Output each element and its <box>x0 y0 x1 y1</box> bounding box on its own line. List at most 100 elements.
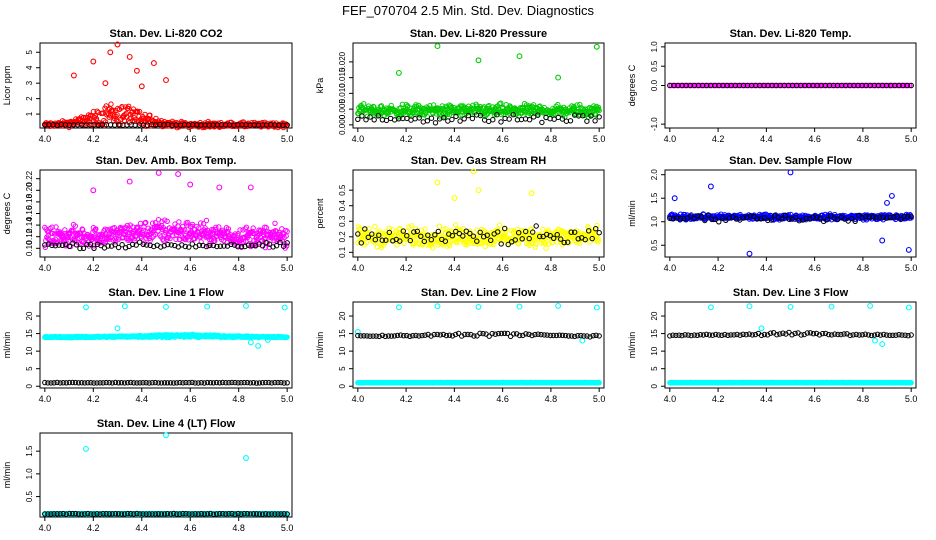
data-point <box>182 227 188 233</box>
data-point <box>853 82 859 89</box>
outlier-point <box>879 237 886 244</box>
x-tick-label: 5.0 <box>905 394 918 404</box>
x-tick-label: 5.0 <box>593 263 606 273</box>
data-point <box>791 82 798 89</box>
data-point <box>436 223 443 229</box>
data-point <box>430 102 437 108</box>
data-point <box>543 245 549 252</box>
y-tick-label: 5 <box>25 366 34 371</box>
y-axis-label: ml/min <box>627 332 637 359</box>
data-point <box>457 118 463 124</box>
plot-frame <box>664 301 917 389</box>
y-tick-label: 0.5 <box>650 60 659 72</box>
data-point <box>114 112 120 118</box>
data-point <box>372 224 378 230</box>
data-point <box>481 104 487 110</box>
series-ref <box>42 379 290 386</box>
x-tick-label: 4.0 <box>39 134 52 144</box>
chart-title: Stan. Dev. Gas Stream RH <box>411 155 547 167</box>
data-point <box>428 115 435 121</box>
data-point <box>406 224 412 230</box>
y-tick-label: 0.2 <box>338 231 347 243</box>
x-tick-label: 4.4 <box>760 394 773 404</box>
data-point <box>408 223 415 229</box>
outlier-point <box>247 184 254 191</box>
data-point <box>754 82 760 89</box>
y-tick-label: 2 <box>25 96 34 101</box>
x-tick-label: 4.6 <box>808 263 821 273</box>
outlier-point <box>247 339 254 346</box>
y-tick-label: 0.20 <box>25 182 34 198</box>
data-point <box>102 226 108 232</box>
outlier-point <box>90 58 97 65</box>
x-tick-label: 4.6 <box>184 394 197 404</box>
data-point <box>506 116 512 122</box>
x-tick-label: 4.8 <box>545 394 558 404</box>
x-tick-label: 5.0 <box>593 394 606 404</box>
data-point <box>596 114 602 120</box>
data-point <box>72 223 79 229</box>
data-point <box>596 230 602 236</box>
x-tick-label: 4.6 <box>808 134 821 144</box>
outlier-point <box>395 304 402 311</box>
data-point <box>441 115 447 121</box>
data-point <box>189 221 196 228</box>
y-tick-label: 0 <box>338 383 347 388</box>
data-point <box>367 114 373 120</box>
data-point <box>70 227 76 233</box>
data-point <box>449 116 455 123</box>
chart-title: Stan. Dev. Line 1 Flow <box>108 287 224 299</box>
x-tick-label: 4.6 <box>496 394 509 404</box>
outlier-point <box>828 303 835 310</box>
series-ref <box>667 82 914 89</box>
chart-title: Stan. Dev. Li-820 Temp. <box>730 28 852 40</box>
y-tick-label: 0.1 <box>338 246 347 258</box>
data-point <box>140 227 147 233</box>
data-point <box>730 82 736 89</box>
y-tick-label: 0.015 <box>338 67 347 88</box>
data-point <box>375 113 381 119</box>
plot-frame <box>352 301 605 389</box>
data-point <box>208 231 214 238</box>
data-point <box>93 116 100 122</box>
data-point <box>169 233 175 239</box>
data-point <box>416 115 422 121</box>
data-point <box>198 220 204 226</box>
x-tick-label: 4.2 <box>87 263 100 273</box>
series-main <box>354 302 602 386</box>
outlier-point <box>746 250 753 257</box>
x-tick-label: 4.4 <box>136 134 149 144</box>
outlier-point <box>90 187 97 194</box>
x-tick-label: 4.6 <box>184 523 197 533</box>
data-point <box>555 101 561 108</box>
chart-title: Stan. Dev. Line 3 Flow <box>733 287 849 299</box>
data-point <box>540 226 546 233</box>
data-point <box>176 219 182 225</box>
data-point <box>535 112 541 118</box>
outlier-point <box>126 178 133 185</box>
x-tick-label: 4.8 <box>232 263 245 273</box>
data-point <box>893 82 900 89</box>
data-point <box>284 122 290 128</box>
outlier-point <box>434 303 441 310</box>
data-point <box>108 101 114 107</box>
outlier-point <box>579 337 586 344</box>
panel-4: Stan. Dev. Amb. Box Temp.degrees C4.0 4.2… <box>2 155 293 273</box>
x-tick-label: 4.2 <box>87 394 100 404</box>
y-tick-label: 1.0 <box>25 468 34 480</box>
data-point <box>596 107 602 114</box>
y-tick-label: 10 <box>650 346 659 355</box>
outlier-point <box>138 83 145 90</box>
outlier-point <box>787 169 794 176</box>
data-point <box>559 116 566 122</box>
data-point <box>173 236 179 243</box>
y-tick-label: 15 <box>650 329 659 338</box>
data-point <box>497 222 503 228</box>
data-point <box>570 106 577 112</box>
x-tick-label: 4.0 <box>39 523 52 533</box>
data-point <box>124 222 131 229</box>
